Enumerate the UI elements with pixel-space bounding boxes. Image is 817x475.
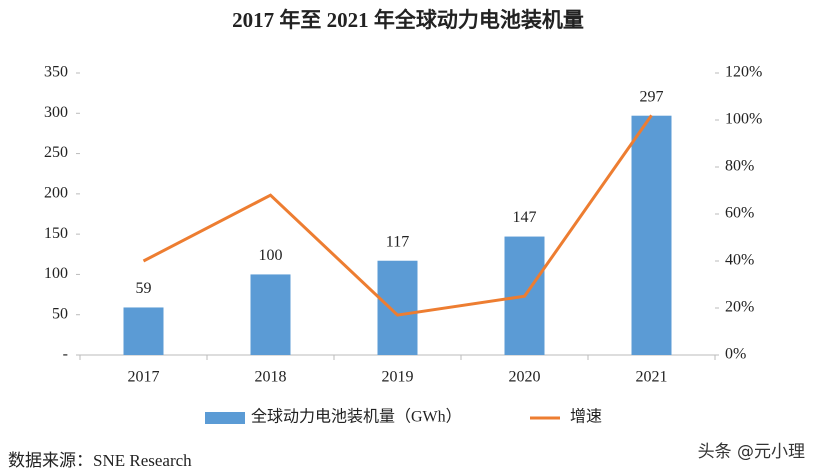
value-label: 117 <box>386 233 409 250</box>
y-tick-label: 200 <box>44 185 68 202</box>
y2-tick-label: 120% <box>725 64 762 81</box>
y-tick-label: 300 <box>44 104 68 121</box>
line <box>142 114 653 317</box>
x-tick-label: 2021 <box>636 369 668 386</box>
bar <box>250 274 291 355</box>
y2-tick-label: 20% <box>725 299 754 316</box>
x-tick-label: 2020 <box>509 369 541 386</box>
value-label: 59 <box>136 280 152 297</box>
legend-label: 全球动力电池装机量（GWh） <box>251 408 462 426</box>
legend-swatch <box>205 412 245 424</box>
y2-tick-label: 0% <box>725 346 746 363</box>
x-tick-label: 2018 <box>255 369 287 386</box>
y-tick-label: 50 <box>52 305 68 322</box>
y-tick-label: - <box>63 346 68 363</box>
bar <box>377 260 418 355</box>
y-tick-label: 150 <box>44 225 68 242</box>
x-tick-label: 2017 <box>128 369 160 386</box>
bar <box>123 307 164 355</box>
legend-label: 增速 <box>570 408 602 426</box>
y2-tick-label: 60% <box>725 205 754 222</box>
y-tick-label: 100 <box>44 265 68 282</box>
chart-title: 2017 年至 2021 年全球动力电池装机量 <box>232 8 584 32</box>
bar <box>631 115 672 356</box>
value-label: 147 <box>513 209 537 226</box>
x-tick-label: 2019 <box>382 369 414 386</box>
value-label: 100 <box>259 247 283 264</box>
y2-tick-label: 40% <box>725 252 754 269</box>
value-label: 297 <box>640 88 664 105</box>
y-tick-label: 350 <box>44 64 68 81</box>
y2-tick-label: 80% <box>725 158 754 175</box>
source: 数据来源：SNE Research <box>8 451 192 470</box>
y2-tick-label: 100% <box>725 111 762 128</box>
y-tick-label: 250 <box>44 144 68 161</box>
watermark: 头条 @元小理 <box>698 442 805 462</box>
